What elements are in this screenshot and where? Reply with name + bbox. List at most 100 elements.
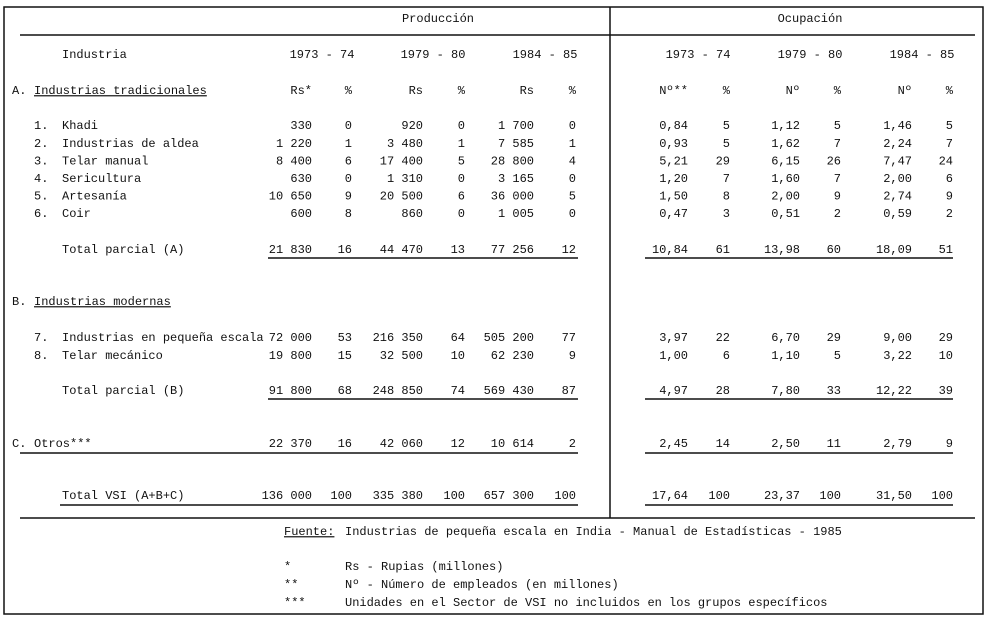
- note-mark: *: [284, 560, 291, 574]
- cell: 53: [338, 331, 352, 345]
- cell: 1,46: [883, 119, 912, 133]
- cell: 12,22: [876, 384, 912, 398]
- cell: 5: [458, 154, 465, 168]
- cell: 12: [451, 437, 465, 451]
- cell: 0: [569, 207, 576, 221]
- cell: 3: [723, 207, 730, 221]
- note-text: Nº - Número de empleados (en millones): [345, 578, 619, 592]
- cell: 3,22: [883, 349, 912, 363]
- cell: 600: [290, 207, 312, 221]
- cell: 0,51: [771, 207, 800, 221]
- cell: 29: [827, 331, 841, 345]
- cell: 22: [716, 331, 730, 345]
- cell: 2,74: [883, 190, 912, 204]
- unit-header: Rs*: [290, 84, 312, 98]
- row-name: Sericultura: [62, 172, 141, 186]
- period-header: 1979 - 80: [778, 48, 843, 62]
- cell: 1,60: [771, 172, 800, 186]
- cell: 1 700: [498, 119, 534, 133]
- section-letter: B.: [12, 295, 26, 309]
- cell: 42 060: [380, 437, 423, 451]
- cell: 7: [834, 137, 841, 151]
- total-label: Total parcial (A): [62, 243, 184, 257]
- cell: 10 614: [491, 437, 534, 451]
- group-header: Ocupación: [778, 12, 843, 26]
- unit-header: %: [723, 84, 731, 98]
- row-name: Industrias de aldea: [62, 137, 199, 151]
- unit-header: %: [946, 84, 954, 98]
- cell: 0,59: [883, 207, 912, 221]
- row-number: 6.: [34, 207, 48, 221]
- row-number: 2.: [34, 137, 48, 151]
- section-title: Industrias modernas: [34, 295, 171, 309]
- cell: 15: [338, 349, 352, 363]
- cell: 330: [290, 119, 312, 133]
- cell: 1,00: [659, 349, 688, 363]
- cell: 9: [946, 437, 953, 451]
- cell: 100: [443, 489, 465, 503]
- group-header: Producción: [402, 12, 474, 26]
- cell: 5,21: [659, 154, 688, 168]
- cell: 14: [716, 437, 730, 451]
- cell: 10: [939, 349, 953, 363]
- cell: 1,62: [771, 137, 800, 151]
- period-header: 1979 - 80: [401, 48, 466, 62]
- cell: 87: [562, 384, 576, 398]
- cell: 2,79: [883, 437, 912, 451]
- row-number: 3.: [34, 154, 48, 168]
- cell: 20 500: [380, 190, 423, 204]
- cell: 2,45: [659, 437, 688, 451]
- section-title: Industrias tradicionales: [34, 84, 207, 98]
- cell: 0: [569, 119, 576, 133]
- cell: 5: [834, 119, 841, 133]
- cell: 505 200: [484, 331, 534, 345]
- cell: 1: [569, 137, 576, 151]
- cell: 2,50: [771, 437, 800, 451]
- cell: 91 800: [269, 384, 312, 398]
- unit-header: %: [834, 84, 842, 98]
- cell: 100: [554, 489, 576, 503]
- cell: 13,98: [764, 243, 800, 257]
- cell: 136 000: [262, 489, 312, 503]
- cell: 16: [338, 243, 352, 257]
- cell: 1: [458, 137, 465, 151]
- cell: 1,50: [659, 190, 688, 204]
- cell: 10 650: [269, 190, 312, 204]
- total-label: Total parcial (B): [62, 384, 184, 398]
- cell: 5: [723, 119, 730, 133]
- row-name: Industrias en pequeña escala: [62, 331, 264, 345]
- cell: 51: [939, 243, 953, 257]
- cell: 6: [723, 349, 730, 363]
- row-number: 8.: [34, 349, 48, 363]
- cell: 7,80: [771, 384, 800, 398]
- row-number: 4.: [34, 172, 48, 186]
- unit-header: Nº: [786, 84, 800, 98]
- cell: 7 585: [498, 137, 534, 151]
- cell: 0,93: [659, 137, 688, 151]
- cell: 9,00: [883, 331, 912, 345]
- row-name: Artesanía: [62, 190, 127, 204]
- cell: 32 500: [380, 349, 423, 363]
- cell: 216 350: [373, 331, 423, 345]
- cell: 7,47: [883, 154, 912, 168]
- unit-header: Nº**: [659, 84, 688, 98]
- cell: 335 380: [373, 489, 423, 503]
- row-name: Otros***: [34, 437, 92, 451]
- cell: 3 480: [387, 137, 423, 151]
- cell: 7: [723, 172, 730, 186]
- cell: 1,20: [659, 172, 688, 186]
- cell: 860: [401, 207, 423, 221]
- cell: 9: [834, 190, 841, 204]
- cell: 9: [345, 190, 352, 204]
- cell: 18,09: [876, 243, 912, 257]
- frame: [3, 6, 984, 615]
- unit-header: Nº: [898, 84, 912, 98]
- cell: 0: [458, 207, 465, 221]
- cell: 39: [939, 384, 953, 398]
- section-letter: C.: [12, 437, 26, 451]
- period-header: 1973 - 74: [290, 48, 355, 62]
- row-name: Coir: [62, 207, 91, 221]
- cell: 8: [723, 190, 730, 204]
- cell: 5: [834, 349, 841, 363]
- cell: 2: [946, 207, 953, 221]
